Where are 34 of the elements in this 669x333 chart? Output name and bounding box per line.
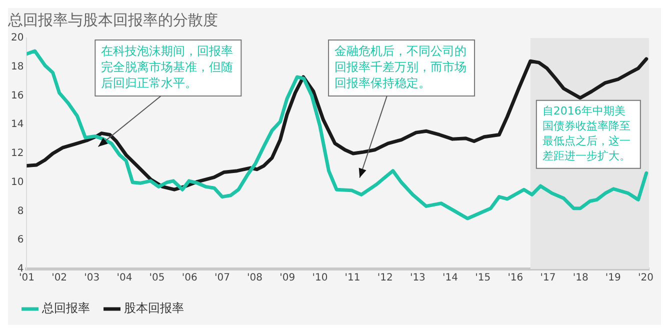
x-tick-label: '09: [280, 272, 296, 284]
x-tick-label: '06: [182, 272, 198, 284]
y-tick-label: 12: [10, 148, 24, 160]
y-tick-label: 16: [10, 90, 24, 102]
y-tick-label: 8: [17, 206, 24, 217]
x-tick-label: '16: [508, 272, 524, 284]
x-tick-label: '18: [572, 272, 588, 284]
band-label: 自2016年中期美国债券收益率降至最低点之后，这一差距进一步扩大。: [542, 104, 630, 163]
y-tick-label: 6: [17, 234, 24, 246]
x-tick-label: '13: [410, 272, 426, 284]
x-tick-label: '02: [52, 272, 68, 284]
y-tick-label: 18: [10, 61, 24, 72]
x-tick-label: '03: [84, 272, 100, 284]
x-tick-label: '11: [344, 272, 360, 284]
x-tick-label: '10: [312, 272, 328, 284]
legend-label: 总回报率: [41, 301, 90, 316]
x-tick-label: '19: [605, 272, 621, 284]
y-tick-label: 14: [10, 119, 24, 130]
x-tick-label: '14: [442, 272, 458, 284]
y-tick-label: 10: [10, 176, 24, 188]
chart-title: 总回报率与股本回报率的分散度: [7, 10, 218, 29]
y-tick-label: 20: [10, 32, 24, 44]
x-tick-label: '04: [116, 272, 132, 284]
x-tick-label: '20: [638, 272, 654, 284]
legend-label: 股本回报率: [124, 301, 184, 316]
x-tick-label: '01: [18, 272, 34, 284]
x-tick-label: '17: [540, 272, 556, 284]
annotation: 在科技泡沫期间，回报率完全脱离市场基准，但随后回归正常水平。: [101, 44, 234, 90]
x-tick-label: '05: [149, 272, 165, 284]
annotation: 金融危机后，不同公司的回报率千差万别，而市场回报率保持稳定。: [334, 44, 467, 90]
x-tick-label: '08: [247, 272, 263, 284]
x-tick-label: '15: [475, 272, 491, 284]
x-tick-label: '12: [377, 272, 393, 284]
x-tick-label: '07: [214, 272, 230, 284]
